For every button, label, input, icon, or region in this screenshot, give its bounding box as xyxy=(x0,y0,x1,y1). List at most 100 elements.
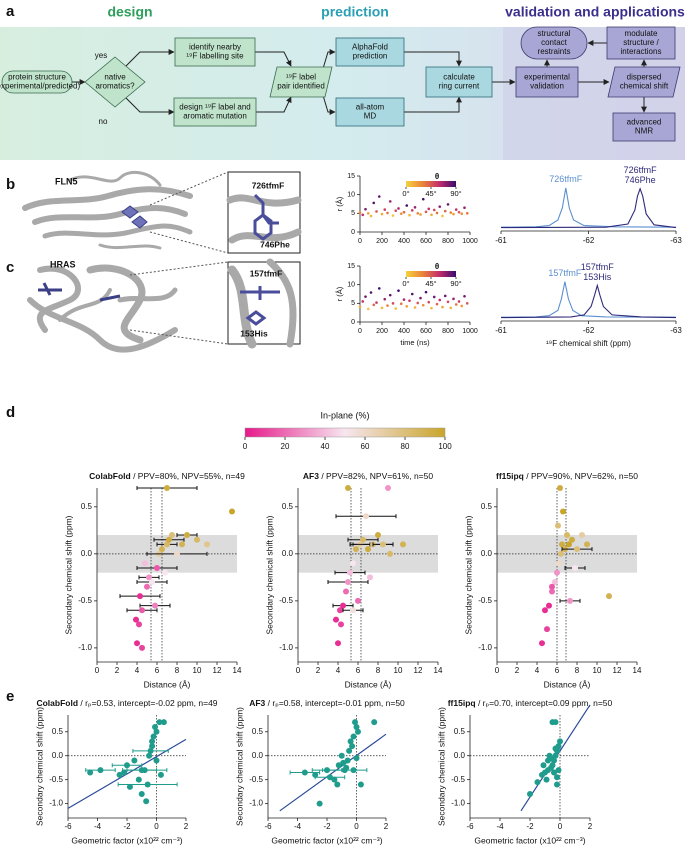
data-point xyxy=(352,719,359,726)
chart-title: ColabFold / rₚ=0.53, intercept=-0.02 ppm… xyxy=(36,698,217,708)
x-tick-label: 6 xyxy=(555,666,560,675)
x-tick-label: 14 xyxy=(233,666,242,675)
data-point xyxy=(452,297,455,301)
spectrum-line xyxy=(500,187,677,228)
data-point xyxy=(413,206,417,209)
data-point xyxy=(419,213,422,216)
x-tick-label: 4 xyxy=(336,666,341,675)
y-tick-label: -1.0 xyxy=(279,643,293,652)
data-point xyxy=(353,723,360,730)
node-label: design ¹⁹F label and xyxy=(179,103,250,112)
data-point xyxy=(572,564,578,571)
y-tick-label: 15 xyxy=(347,173,355,180)
data-point xyxy=(465,212,469,215)
x-tick-label: 12 xyxy=(414,666,423,675)
data-point xyxy=(413,306,417,309)
node-label: aromatic mutation xyxy=(183,112,247,121)
data-point xyxy=(364,207,367,211)
data-point xyxy=(430,213,433,217)
data-point xyxy=(174,550,180,557)
x-axis-label: ¹⁹F chemical shift (ppm) xyxy=(546,339,631,348)
data-point xyxy=(335,762,342,769)
node-label: pair identified xyxy=(277,82,325,91)
x-tick-label: 0 xyxy=(558,822,563,831)
data-point xyxy=(555,767,562,774)
data-point xyxy=(146,574,152,581)
arrow xyxy=(321,49,336,73)
data-point xyxy=(229,508,235,515)
data-point xyxy=(465,302,469,305)
data-point xyxy=(527,791,533,798)
data-point xyxy=(162,569,168,576)
data-point xyxy=(549,583,555,590)
data-point xyxy=(584,541,590,548)
data-point xyxy=(326,774,333,781)
y-tick-label: -1.0 xyxy=(249,799,263,808)
data-point xyxy=(534,779,541,786)
data-point xyxy=(402,298,406,301)
data-point xyxy=(152,602,158,609)
data-point xyxy=(552,579,558,586)
data-point xyxy=(150,733,157,740)
residue-label: 157tfmF xyxy=(250,268,283,278)
node-label: structural xyxy=(538,29,571,38)
data-point xyxy=(430,306,433,310)
data-point xyxy=(372,201,376,205)
panel-label: b xyxy=(6,176,15,193)
residue-label: 746Phe xyxy=(260,239,290,249)
data-point xyxy=(375,532,381,539)
protein-name: HRAS xyxy=(50,259,76,269)
x-tick-label: 800 xyxy=(442,328,454,335)
node-box xyxy=(1,70,73,94)
data-point xyxy=(554,781,560,788)
residue-label: 153His xyxy=(240,328,268,338)
data-point xyxy=(204,541,210,548)
y-tick-label: 0.0 xyxy=(454,751,466,760)
y-axis-label: Secondary chemical shift (ppm) xyxy=(234,707,244,826)
y-tick-label: 0.0 xyxy=(481,549,493,558)
data-point xyxy=(156,719,163,726)
data-point xyxy=(138,767,145,774)
data-point xyxy=(408,299,411,303)
data-point xyxy=(460,304,464,308)
data-point xyxy=(338,752,345,759)
panel-label: e xyxy=(6,688,14,705)
node-box xyxy=(269,66,333,98)
y-axis-label: Secondary chemical shift (ppm) xyxy=(264,515,274,634)
x-axis-label: time (ns) xyxy=(400,338,430,347)
data-point xyxy=(149,738,156,745)
data-point xyxy=(405,305,409,308)
y-tick-label: 0.5 xyxy=(282,502,294,511)
data-point xyxy=(559,541,565,548)
chart-title-stats: / rₚ=0.70, intercept=0.09 ppm, n=50 xyxy=(476,698,613,708)
data-point xyxy=(443,209,447,213)
x-tick-label: 14 xyxy=(434,666,443,675)
data-point xyxy=(543,776,550,783)
chart-title-stats: / PPV=90%, NPV=62%, n=50 xyxy=(524,471,638,481)
x-tick-label: -4 xyxy=(94,822,102,831)
x-tick-label: -6 xyxy=(64,822,72,831)
data-point xyxy=(116,771,123,778)
data-point xyxy=(441,305,444,309)
y-tick-label: 0 xyxy=(351,319,355,326)
data-point xyxy=(337,607,343,614)
node-label: NMR xyxy=(635,127,653,136)
data-point xyxy=(567,597,573,604)
x-tick-label: 800 xyxy=(442,238,454,245)
node-box xyxy=(612,112,676,142)
data-point xyxy=(441,214,444,218)
data-point xyxy=(557,738,563,745)
chart-title: ff15ipq / PPV=90%, NPV=62%, n=50 xyxy=(496,471,638,481)
data-point xyxy=(131,757,138,764)
node-box xyxy=(84,56,146,108)
colorbar-tick-label: 60 xyxy=(361,442,370,451)
x-tick-label: 0 xyxy=(354,822,359,831)
colorbar-tick-label: 90° xyxy=(450,279,461,288)
data-point xyxy=(184,532,190,539)
colorbar-tick-label: 40 xyxy=(321,442,330,451)
node-label: validation xyxy=(530,82,564,91)
data-point xyxy=(357,781,364,788)
node-label: dispersed xyxy=(627,73,662,82)
